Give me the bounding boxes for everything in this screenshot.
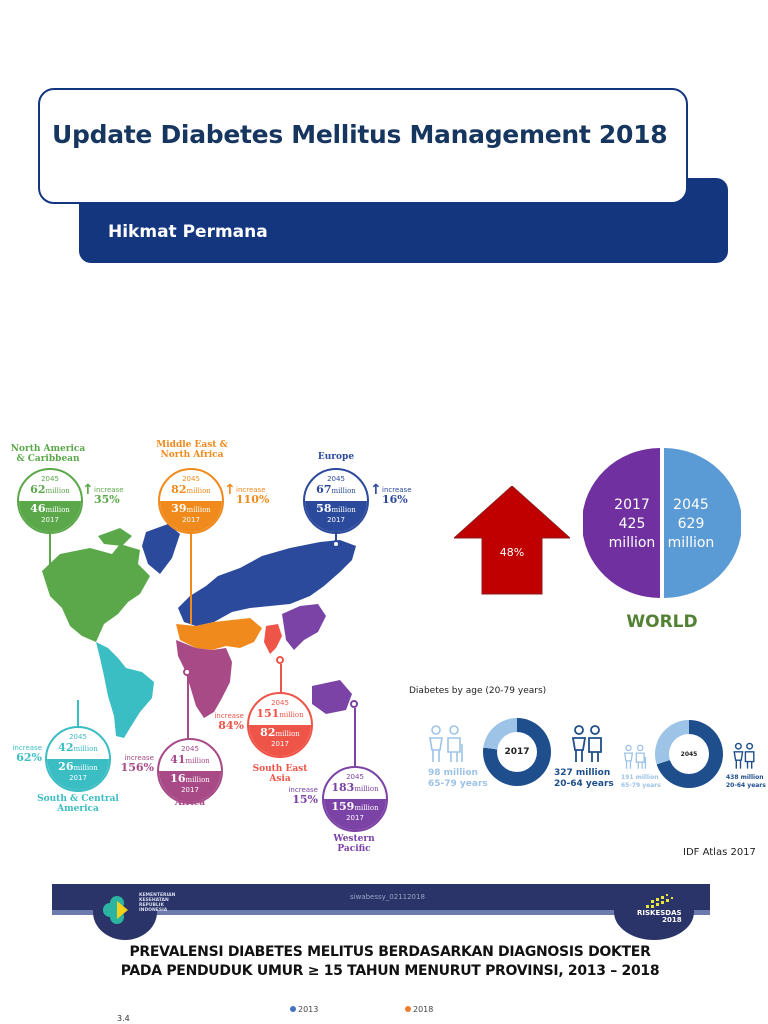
region-increase-south-america: increase 62% [12,744,42,764]
pointer-line [335,534,337,544]
author-name: Hikmat Permana [108,222,268,242]
region-increase-mena: ↑ increase 110% [224,482,270,506]
riskesdas-dots-icon [646,894,673,908]
arrow-up-icon: ↑ [224,482,236,498]
region-label-europe: Europe [317,452,355,462]
presentation-title: Update Diabetes Mellitus Management 2018 [52,120,668,149]
older-people-icon [429,725,463,762]
adult-people-icon [571,725,602,762]
arrow-up-icon: ↑ [370,482,382,498]
banner-stripe [52,910,710,915]
pointer-pin [183,668,191,676]
legend-dot-icon [405,1006,411,1012]
region-bubble-mena: 2045 82million 39million 2017 [158,468,224,534]
kemenkes-name: KEMENTERIAN KESEHATAN REPUBLIK INDONESIA [139,893,176,913]
age-section-title: Diabetes by age (20-79 years) [409,686,547,696]
world-diabetes-map: North America & Caribbean 2045 62million … [0,436,440,856]
pointer-line [190,534,192,624]
region-bubble-south-america: 2045 42million 26million 2017 [45,726,111,792]
region-bubble-north-america: 2045 62million 46million 2017 [17,468,83,534]
adult-people-icon [733,742,755,769]
world-label: WORLD [626,612,698,632]
region-label-north-america: North America & Caribbean [10,444,86,464]
age-younger-2017: 327 million 20-64 years [554,768,614,789]
pointer-pin [276,656,284,664]
world-2017-value: 2017 425 million [608,497,656,551]
pointer-line [77,700,79,728]
region-label-western-pacific: Western Pacific [333,834,375,854]
legend-item-2018: 2018 [405,1005,433,1014]
kemenkes-logo-icon [103,896,128,924]
region-increase-south-east-asia: increase 84% [214,712,244,732]
region-increase-africa: increase 156% [120,754,154,774]
title-box [38,88,688,204]
world-2045-value: 2045 629 million [667,497,715,551]
region-label-africa: Africa [174,798,206,808]
pointer-pin [350,700,358,708]
older-people-icon [623,744,647,769]
source-citation: IDF Atlas 2017 [683,847,756,858]
increase-arrow-icon [454,486,570,595]
pointer-line [187,676,189,738]
banner-watermark: siwabessy_02112018 [350,893,425,901]
region-increase-western-pacific: increase 15% [288,786,318,806]
region-label-south-east-asia: South East Asia [252,764,308,784]
age-younger-2045: 438 million 20-64 years [726,774,766,789]
prevalence-title: PREVALENSI DIABETES MELITUS BERDASARKAN … [120,944,660,979]
legend-item-2013: 2013 [290,1005,318,1014]
riskesdas-banner [52,884,710,910]
legend-dot-icon [290,1006,296,1012]
pointer-line [49,534,51,574]
world-pie-chart [583,448,741,598]
region-increase-north-america: ↑ increase 35% [82,482,124,506]
world-increase-percent: 48% [499,546,525,559]
age-older-2017: 98 million 65-79 years [428,768,488,789]
region-increase-europe: ↑ increase 16% [370,482,412,506]
age-donut-2045-year: 2045 [669,734,709,774]
pointer-line [280,664,282,692]
age-donut-2017-year: 2017 [497,732,537,772]
arrow-up-icon: ↑ [82,482,94,498]
region-label-mena: Middle East & North Africa [156,440,228,460]
region-label-south-america: South & Central America [37,794,119,814]
age-older-2045: 191 million 65-79 years [621,774,661,789]
world-map-icon [42,524,356,738]
region-bubble-south-east-asia: 2045 151million 82million 2017 [247,692,313,758]
riskesdas-logo-badge [614,884,694,940]
pointer-pin [332,540,340,548]
region-bubble-africa: 2045 41million 16million 2017 [157,738,223,804]
riskesdas-logo-text: RISKESDAS 2018 [637,909,682,924]
pointer-line [354,708,356,766]
region-bubble-europe: 2045 67million 58million 2017 [303,468,369,534]
region-bubble-western-pacific: 2045 183million 159million 2017 [322,766,388,832]
y-axis-tick: 3.4 [117,1014,130,1023]
